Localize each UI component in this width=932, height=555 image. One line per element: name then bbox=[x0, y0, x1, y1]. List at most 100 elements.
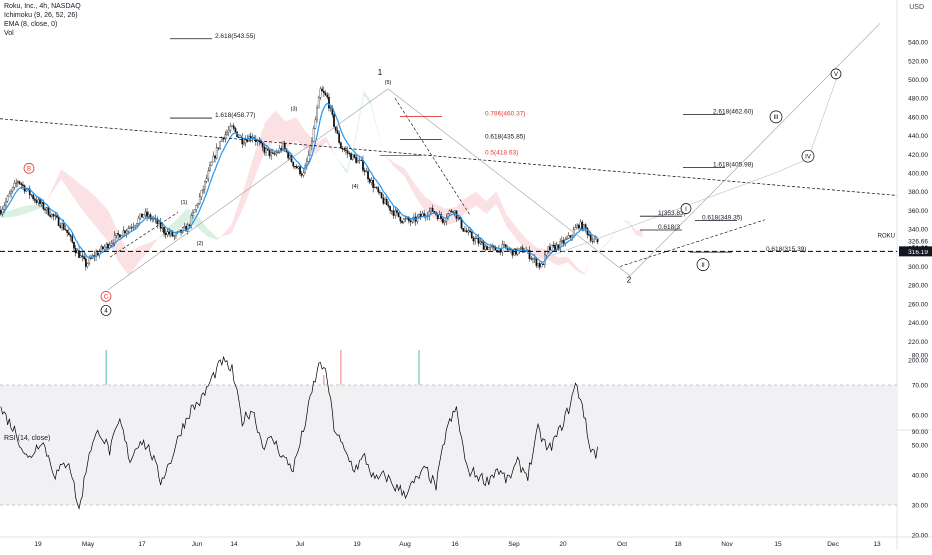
candle bbox=[401, 221, 403, 223]
candle bbox=[464, 230, 466, 232]
candle bbox=[537, 263, 539, 266]
candle bbox=[73, 242, 75, 249]
candle bbox=[479, 241, 482, 244]
fib-level-label: 2.618(462.60) bbox=[713, 108, 753, 115]
candle bbox=[535, 258, 538, 266]
fib-level-label: 0.618(315.39) bbox=[766, 246, 806, 253]
ichimoku-cloud-segment bbox=[146, 242, 150, 254]
candle bbox=[102, 246, 104, 250]
time-tick-label: 16 bbox=[451, 541, 459, 548]
candle bbox=[282, 143, 284, 151]
candle bbox=[351, 154, 354, 160]
candle bbox=[470, 231, 473, 238]
wave-label: (1) bbox=[181, 200, 188, 206]
candle bbox=[105, 243, 108, 248]
candle bbox=[547, 246, 550, 252]
wave-label: B bbox=[27, 166, 31, 173]
ichimoku-cloud-segment bbox=[105, 207, 109, 243]
ichimoku-cloud-segment bbox=[129, 250, 133, 276]
rsi-tick-label: 70.00 bbox=[912, 383, 929, 390]
candle bbox=[567, 235, 570, 239]
candle bbox=[268, 149, 271, 157]
candle bbox=[324, 92, 327, 96]
candle bbox=[379, 191, 381, 193]
candle bbox=[195, 205, 198, 210]
wave-line bbox=[107, 88, 389, 291]
candle bbox=[571, 235, 573, 238]
ichimoku-cloud-segment bbox=[231, 215, 235, 234]
ichimoku-cloud-segment bbox=[68, 174, 72, 195]
candle bbox=[588, 234, 590, 236]
ichimoku-cloud-segment bbox=[615, 225, 619, 233]
candle bbox=[465, 230, 468, 233]
candle bbox=[380, 192, 383, 199]
price-tick-label: 240.00 bbox=[908, 320, 928, 327]
candle bbox=[394, 210, 397, 216]
ichimoku-cloud-segment bbox=[472, 191, 476, 208]
ichimoku-cloud-segment bbox=[482, 197, 487, 215]
ichimoku-cloud-segment bbox=[418, 188, 422, 206]
wave-label: (5) bbox=[385, 80, 392, 86]
fib-level-label: 1.618(458.77) bbox=[215, 112, 255, 119]
candle bbox=[481, 241, 483, 243]
ichimoku-cloud-segment bbox=[44, 199, 48, 207]
roku-price: 326.66 bbox=[908, 239, 928, 246]
rsi-legend[interactable]: RSI (14, close) bbox=[4, 435, 51, 442]
fib-level-label: 2.618(543.55) bbox=[215, 33, 255, 40]
price-tick-label: 360.00 bbox=[908, 208, 928, 215]
wave-circle bbox=[100, 305, 112, 316]
time-tick-label: Jun bbox=[192, 541, 203, 548]
ichimoku-cloud-segment bbox=[557, 257, 561, 266]
candle bbox=[433, 211, 436, 213]
ichimoku-cloud-segment bbox=[319, 138, 323, 150]
ichimoku-cloud-segment bbox=[159, 232, 164, 238]
candle bbox=[367, 171, 369, 180]
candle bbox=[209, 165, 211, 172]
candle bbox=[200, 190, 203, 197]
ichimoku-cloud-segment bbox=[221, 232, 225, 237]
candle bbox=[283, 143, 286, 150]
ichimoku-cloud-segment bbox=[425, 196, 429, 214]
candle bbox=[343, 149, 346, 151]
time-tick-label: Jul bbox=[296, 541, 305, 548]
legend-ema[interactable]: EMA (8, close, 0) bbox=[4, 21, 58, 28]
candle bbox=[42, 202, 45, 210]
time-tick-label: 15 bbox=[774, 541, 782, 548]
candle bbox=[355, 157, 358, 163]
wave-label: V bbox=[834, 72, 838, 78]
candle bbox=[161, 227, 164, 229]
ichimoku-cloud-segment bbox=[353, 127, 357, 151]
legend-ichimoku[interactable]: Ichimoku (9, 26, 52, 26) bbox=[4, 12, 78, 19]
ichimoku-cloud-segment bbox=[489, 194, 493, 211]
ichimoku-cloud-segment bbox=[510, 219, 514, 236]
legend-symbol[interactable]: Roku, Inc., 4h, NASDAQ bbox=[4, 3, 81, 10]
candle bbox=[119, 234, 121, 238]
price-tick-label: 380.00 bbox=[908, 189, 928, 196]
ichimoku-cloud-segment bbox=[204, 223, 208, 237]
candle bbox=[220, 137, 223, 142]
candle bbox=[45, 207, 48, 211]
candle bbox=[203, 181, 206, 190]
ichimoku-cloud-segment bbox=[238, 195, 242, 220]
price-tick-label: 300.00 bbox=[908, 264, 928, 271]
time-tick-label: 20 bbox=[559, 541, 567, 548]
ema-line bbox=[0, 102, 598, 263]
candle bbox=[474, 238, 477, 242]
price-tick-label: 460.00 bbox=[908, 114, 928, 121]
candle bbox=[88, 257, 91, 264]
time-tick-label: Dec bbox=[827, 541, 839, 548]
ichimoku-cloud-segment bbox=[285, 120, 289, 150]
volume-tick-label: 90.00 bbox=[912, 429, 929, 436]
ichimoku-cloud-segment bbox=[598, 248, 602, 252]
ichimoku-cloud-segment bbox=[629, 221, 633, 230]
ichimoku-cloud-segment bbox=[571, 260, 575, 269]
legend-vol[interactable]: Vol bbox=[4, 30, 14, 37]
ichimoku-cloud-segment bbox=[479, 194, 483, 212]
ichimoku-cloud-segment bbox=[411, 178, 415, 196]
candle bbox=[16, 181, 19, 184]
candle bbox=[542, 263, 545, 265]
ichimoku-cloud-segment bbox=[340, 161, 344, 169]
time-tick-label: 14 bbox=[230, 541, 238, 548]
candle bbox=[227, 130, 230, 133]
